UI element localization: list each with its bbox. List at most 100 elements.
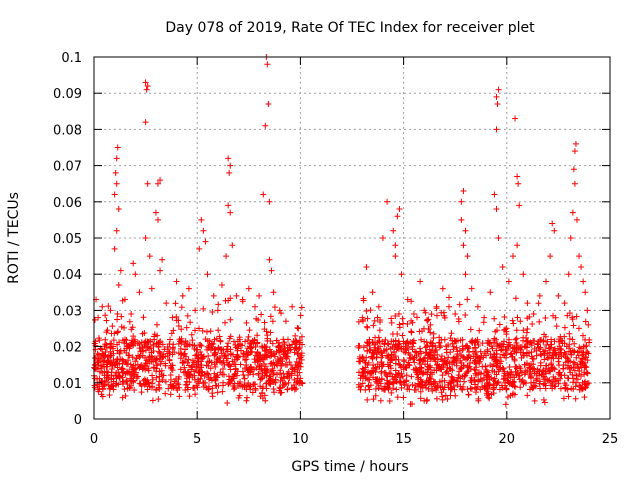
data-point	[142, 79, 149, 86]
data-point	[412, 365, 419, 372]
data-point	[297, 312, 304, 319]
data-point	[104, 378, 111, 385]
data-point	[406, 386, 413, 393]
x-tick-label: 25	[602, 432, 619, 447]
data-point	[417, 388, 424, 395]
data-point	[484, 385, 491, 392]
data-point	[508, 350, 515, 357]
data-point	[148, 285, 155, 292]
data-point	[223, 355, 230, 362]
data-point	[355, 344, 362, 351]
data-point	[489, 345, 496, 352]
data-point	[178, 339, 185, 346]
data-point	[262, 122, 269, 129]
data-point	[574, 365, 581, 372]
data-point	[363, 307, 370, 314]
data-point	[246, 383, 253, 390]
data-point	[400, 338, 407, 345]
data-point	[196, 325, 203, 332]
data-point	[509, 317, 516, 324]
data-point	[257, 376, 264, 383]
data-point	[398, 364, 405, 371]
data-point	[493, 206, 500, 213]
data-point	[106, 392, 113, 399]
y-tick-label: 0.08	[53, 123, 82, 138]
data-point	[544, 376, 551, 383]
data-point	[552, 314, 559, 321]
data-point	[477, 376, 484, 383]
data-point	[91, 316, 98, 323]
data-point	[184, 368, 191, 375]
data-point	[483, 366, 490, 373]
data-point	[518, 369, 525, 376]
data-point	[405, 382, 412, 389]
data-point	[365, 340, 372, 347]
data-point	[490, 390, 497, 397]
data-point	[398, 271, 405, 278]
data-point	[398, 379, 405, 386]
data-point	[565, 375, 572, 382]
data-point	[552, 383, 559, 390]
data-point	[153, 386, 160, 393]
data-point	[215, 301, 222, 308]
data-point	[423, 317, 430, 324]
data-point	[374, 361, 381, 368]
data-point	[173, 313, 180, 320]
data-point	[241, 375, 248, 382]
data-point	[418, 336, 425, 343]
data-point	[269, 318, 276, 325]
data-point	[364, 361, 371, 368]
data-point	[439, 285, 446, 292]
data-point	[280, 336, 287, 343]
data-point	[191, 342, 198, 349]
y-tick-label: 0.01	[53, 377, 82, 392]
data-point	[274, 371, 281, 378]
data-point	[372, 347, 379, 354]
data-point	[130, 333, 137, 340]
data-point	[112, 382, 119, 389]
data-point	[212, 363, 219, 370]
data-point	[196, 369, 203, 376]
data-point	[159, 256, 166, 263]
data-point	[396, 321, 403, 328]
data-point	[386, 397, 393, 404]
data-point	[263, 372, 270, 379]
data-point	[494, 101, 501, 108]
data-point	[426, 374, 433, 381]
data-point	[513, 345, 520, 352]
data-point	[425, 316, 432, 323]
data-point	[117, 267, 124, 274]
data-point	[364, 324, 371, 331]
data-point	[583, 370, 590, 377]
data-point	[105, 303, 112, 310]
data-point	[440, 386, 447, 393]
data-point	[225, 340, 232, 347]
data-point	[149, 376, 156, 383]
data-point	[432, 347, 439, 354]
data-point	[464, 253, 471, 260]
data-point	[493, 336, 500, 343]
data-point	[493, 327, 500, 334]
data-point	[519, 377, 526, 384]
data-point	[136, 289, 143, 296]
data-point	[129, 341, 136, 348]
data-point	[176, 393, 183, 400]
data-point	[545, 366, 552, 373]
data-point	[475, 395, 482, 402]
data-point	[424, 351, 431, 358]
data-point	[168, 365, 175, 372]
data-point	[560, 395, 567, 402]
data-point	[355, 318, 362, 325]
data-point	[154, 332, 161, 339]
data-point	[192, 352, 199, 359]
data-point	[378, 349, 385, 356]
data-point	[464, 355, 471, 362]
data-point	[219, 388, 226, 395]
data-point	[569, 316, 576, 323]
data-point	[209, 309, 216, 316]
data-point	[501, 382, 508, 389]
data-point	[371, 317, 378, 324]
data-point	[498, 340, 505, 347]
data-point	[267, 360, 274, 367]
data-point	[410, 340, 417, 347]
